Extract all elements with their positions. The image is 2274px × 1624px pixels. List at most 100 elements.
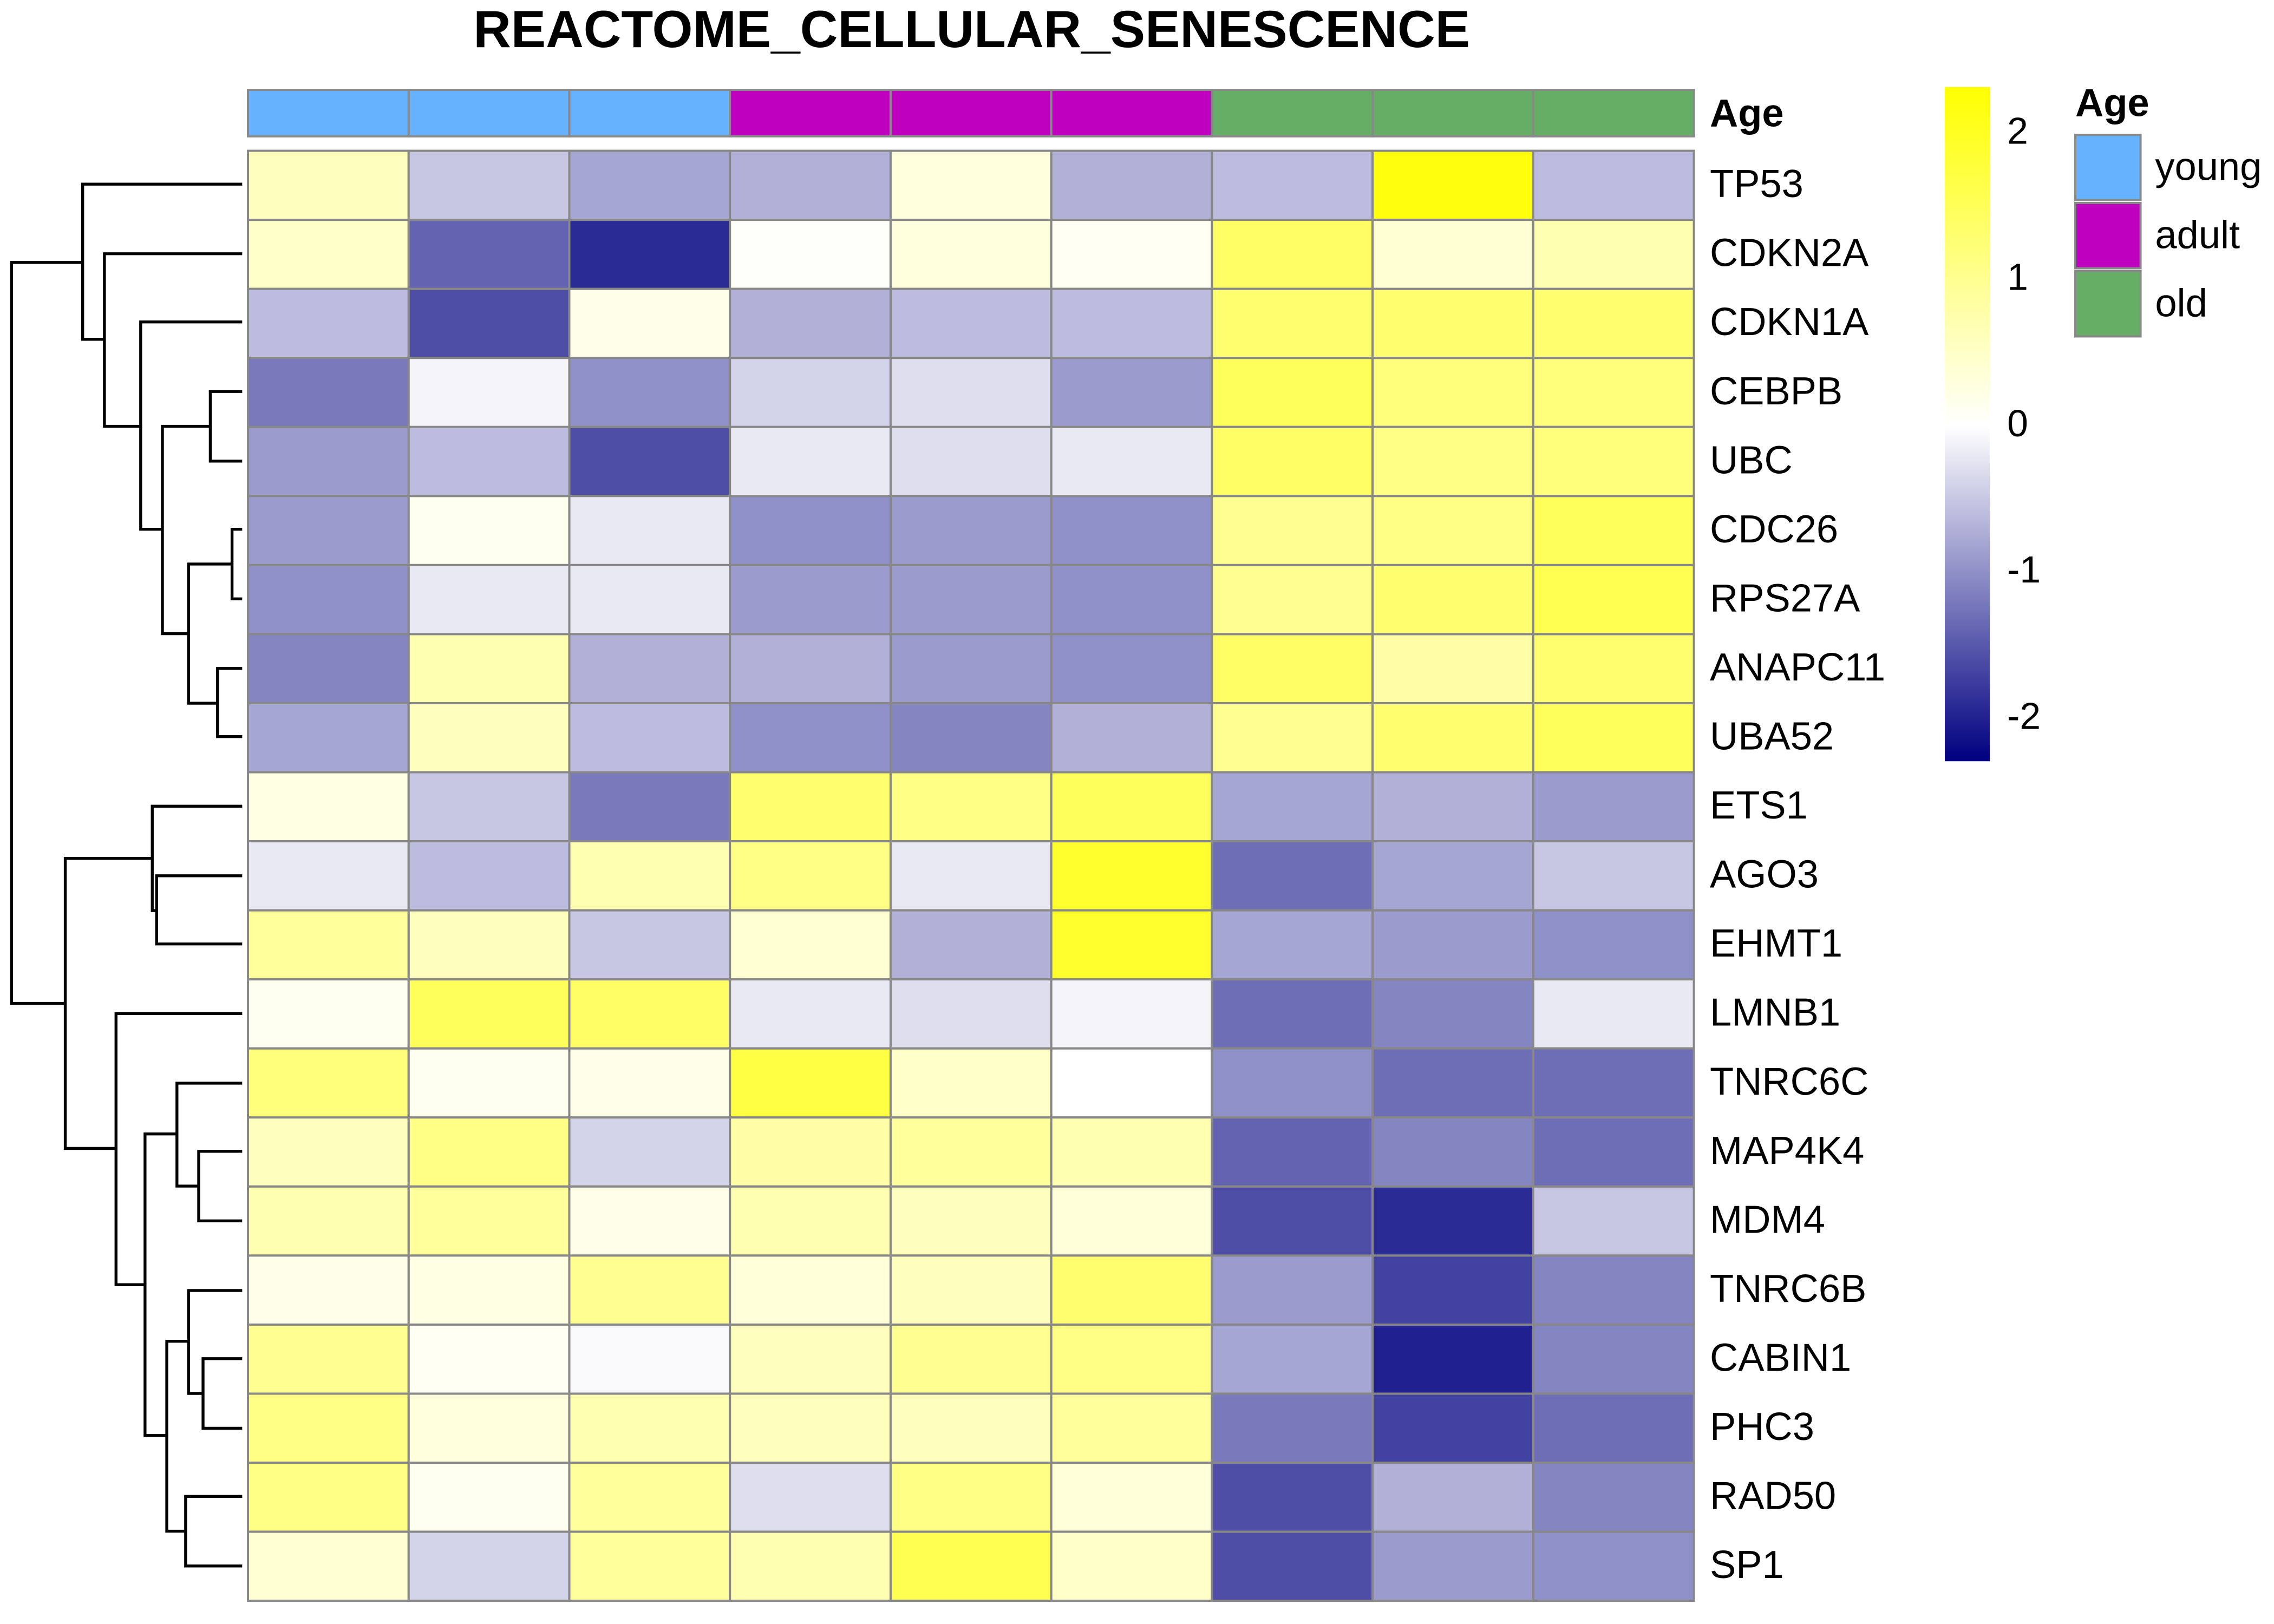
heatmap-cell (1211, 1254, 1374, 1326)
heatmap-cell (1532, 702, 1695, 774)
heatmap-cell (1211, 287, 1374, 359)
heatmap-cell (407, 978, 571, 1050)
heatmap-cell (1532, 1530, 1695, 1602)
heatmap-cell (407, 1047, 571, 1119)
heatmap-cell (1211, 219, 1374, 290)
heatmap-cell (1371, 149, 1534, 221)
heatmap-cell (889, 357, 1053, 428)
annotation-cell (889, 89, 1053, 137)
heatmap-cell (729, 633, 892, 704)
heatmap-cell (247, 425, 410, 497)
heatmap-cell (247, 1254, 410, 1326)
heatmap-cell (1050, 909, 1213, 981)
heatmap-cell (407, 149, 571, 221)
heatmap-cell (1050, 1462, 1213, 1533)
row-label: SP1 (1710, 1543, 1784, 1587)
heatmap-cell (1371, 287, 1534, 359)
heatmap-cell (889, 1462, 1053, 1533)
heatmap-cell (729, 495, 892, 566)
heatmap-cell (889, 1530, 1053, 1602)
heatmap-cell (1211, 1530, 1374, 1602)
heatmap-cell (1532, 1254, 1695, 1326)
heatmap-cell (1371, 1185, 1534, 1257)
heatmap-cell (729, 1047, 892, 1119)
heatmap-cell (1532, 219, 1695, 290)
row-label: AGO3 (1710, 853, 1819, 896)
heatmap-cell (247, 1323, 410, 1395)
heatmap-cell (729, 1323, 892, 1395)
row-label: TP53 (1710, 162, 1803, 206)
heatmap-cell (729, 287, 892, 359)
heatmap-cell (568, 840, 731, 912)
heatmap-cell (247, 1392, 410, 1464)
heatmap-cell (1371, 840, 1534, 912)
heatmap-cell (1371, 978, 1534, 1050)
legend-swatch (2074, 201, 2142, 270)
heatmap-cell (1211, 1185, 1374, 1257)
heatmap-cell (1050, 564, 1213, 636)
heatmap-cell (1371, 1323, 1534, 1395)
heatmap-cell (568, 219, 731, 290)
heatmap-cell (1050, 149, 1213, 221)
heatmap-cell (1050, 1323, 1213, 1395)
heatmap-cell (889, 978, 1053, 1050)
heatmap-cell (889, 1323, 1053, 1395)
legend-swatch (2074, 134, 2142, 201)
heatmap-cell (1050, 840, 1213, 912)
legend-label: old (2155, 281, 2207, 325)
row-label: CDC26 (1710, 508, 1838, 551)
annotation-cell (1050, 89, 1213, 137)
heatmap-cell (568, 633, 731, 704)
heatmap-cell (729, 909, 892, 981)
heatmap-cell (1050, 978, 1213, 1050)
annotation-cell (1532, 89, 1695, 137)
heatmap-cell (1050, 1254, 1213, 1326)
heatmap-cell (568, 1254, 731, 1326)
heatmap-cell (1211, 1116, 1374, 1188)
heatmap-cell (568, 1392, 731, 1464)
heatmap-cell (1211, 425, 1374, 497)
heatmap-cell (407, 564, 571, 636)
heatmap-cell (568, 564, 731, 636)
heatmap-cell (568, 1047, 731, 1119)
row-label: UBC (1710, 438, 1793, 482)
heatmap-cell (889, 633, 1053, 704)
heatmap-cell (407, 425, 571, 497)
row-label: CABIN1 (1710, 1337, 1851, 1380)
heatmap-cell (1050, 219, 1213, 290)
heatmap-cell (1050, 633, 1213, 704)
heatmap-cell (1371, 357, 1534, 428)
heatmap-cell (407, 702, 571, 774)
heatmap-cell (889, 909, 1053, 981)
heatmap-cell (729, 1185, 892, 1257)
heatmap-cell (1532, 1116, 1695, 1188)
heatmap-cell (889, 1392, 1053, 1464)
heatmap-cell (1211, 840, 1374, 912)
heatmap-cell (247, 702, 410, 774)
row-label: RAD50 (1710, 1475, 1836, 1518)
chart-title: REACTOME_CELLULAR_SENESCENCE (473, 1, 1470, 58)
color-tick-label: 0 (2007, 402, 2028, 444)
heatmap-cell (889, 702, 1053, 774)
row-label: RPS27A (1710, 577, 1860, 620)
heatmap-cell (1532, 1185, 1695, 1257)
heatmap-cell (407, 219, 571, 290)
heatmap-cell (1371, 1462, 1534, 1533)
heatmap-cell (247, 357, 410, 428)
heatmap-cell (407, 633, 571, 704)
heatmap-cell (1050, 1392, 1213, 1464)
heatmap-cell (1211, 1323, 1374, 1395)
heatmap-cell (568, 495, 731, 566)
heatmap-cell (1050, 771, 1213, 843)
row-label: MDM4 (1710, 1198, 1825, 1241)
heatmap-cell (729, 1116, 892, 1188)
heatmap-cell (1211, 1462, 1374, 1533)
heatmap-cell (247, 495, 410, 566)
heatmap-cell (889, 771, 1053, 843)
heatmap-cell (407, 1323, 571, 1395)
heatmap-cell (1050, 1530, 1213, 1602)
color-tick-label: 2 (2007, 110, 2028, 152)
heatmap-cell (1371, 1392, 1534, 1464)
heatmap-cell (1371, 495, 1534, 566)
row-label: ETS1 (1710, 784, 1808, 827)
